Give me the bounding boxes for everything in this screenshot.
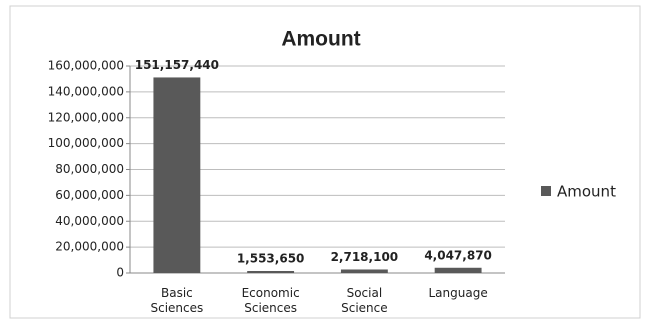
y-tick-label: 0: [116, 266, 124, 280]
value-label: 1,553,650: [237, 251, 305, 265]
value-label: 2,718,100: [331, 250, 399, 264]
y-tick-label: 140,000,000: [48, 84, 124, 98]
x-tick-label: Economic Sciences: [242, 286, 300, 315]
chart-frame: [9, 5, 641, 319]
bar: [153, 77, 201, 273]
legend-swatch: [541, 186, 551, 196]
y-tick-label: 100,000,000: [48, 136, 124, 150]
chart-title: Amount: [281, 28, 360, 51]
legend-label: Amount: [557, 183, 616, 201]
bar: [434, 267, 482, 273]
value-label: 151,157,440: [135, 58, 219, 72]
x-tick-label: Basic Sciences: [150, 286, 203, 315]
y-tick-label: 60,000,000: [55, 188, 124, 202]
bar: [340, 269, 388, 273]
y-tick-label: 80,000,000: [55, 162, 124, 176]
bar: [247, 270, 295, 273]
x-tick-label: Social Science: [341, 286, 388, 315]
y-tick-label: 120,000,000: [48, 110, 124, 124]
y-tick-label: 20,000,000: [55, 240, 124, 254]
y-tick-label: 160,000,000: [48, 59, 124, 73]
x-tick-label: Language: [429, 286, 488, 300]
y-tick-label: 40,000,000: [55, 214, 124, 228]
value-label: 4,047,870: [424, 248, 492, 262]
